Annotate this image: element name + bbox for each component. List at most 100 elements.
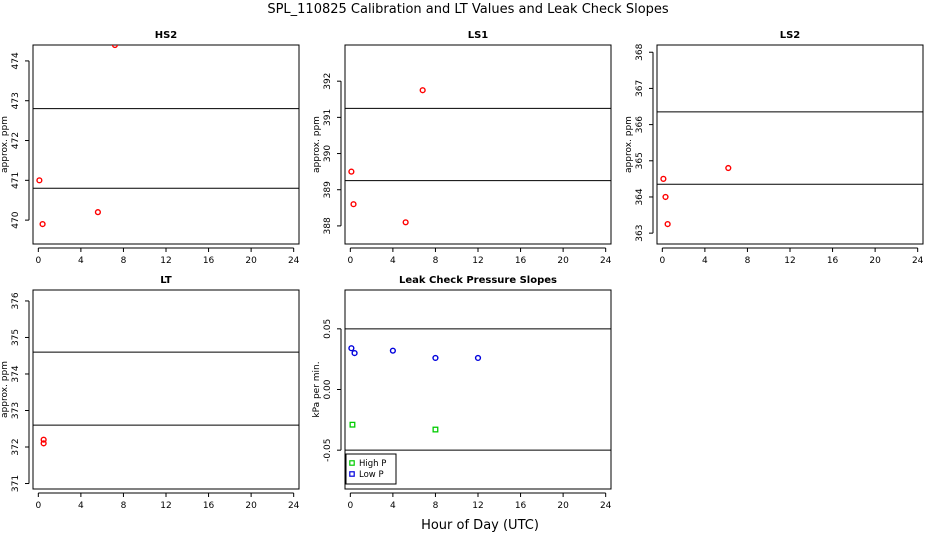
y-tick-label-ls2-4: 367 <box>635 80 645 97</box>
y-axis-title-leak: kPa per min. <box>312 361 322 417</box>
x-tick-label-ls2-0: 0 <box>659 256 665 266</box>
legend-box-leak <box>345 453 397 485</box>
y-tick-label-ls1-4: 392 <box>323 73 333 90</box>
data-point-lt-0-0 <box>40 436 47 443</box>
x-tick-label-lt-6: 24 <box>288 501 300 511</box>
x-tick-label-lt-1: 4 <box>78 501 84 511</box>
panel-leak: Leak Check Pressure Slopes 0 4 8 12 16 20 24 -0.… <box>312 275 612 511</box>
x-tick-label-leak-6: 24 <box>600 501 612 511</box>
x-tick-label-ls1-4: 16 <box>515 256 527 266</box>
x-tick-label-ls2-6: 24 <box>912 256 924 266</box>
points-ls2 <box>660 164 732 228</box>
x-tick-label-ls1-6: 24 <box>600 256 612 266</box>
data-point-leak-0-1 <box>432 426 439 433</box>
y-tick-label-lt-1: 372 <box>11 438 21 455</box>
data-point-ls1-0-0 <box>348 168 355 175</box>
y-tick-label-ls1-3: 391 <box>323 109 333 126</box>
data-point-leak-1-3 <box>432 354 439 362</box>
y-tick-label-leak-1: 0.00 <box>323 379 333 399</box>
data-point-leak-1-2 <box>389 347 396 354</box>
y-tick-label-ls2-2: 365 <box>635 152 645 169</box>
y-tick-label-hs2-3: 473 <box>11 92 21 109</box>
data-point-ls2-0-0 <box>660 175 667 182</box>
y-axis-title-lt: approx. ppm <box>0 361 10 418</box>
x-tick-label-ls1-2: 8 <box>433 256 439 266</box>
data-point-leak-1-4 <box>474 354 482 362</box>
data-point-ls2-0-1 <box>662 193 669 201</box>
data-point-ls1-0-3 <box>419 87 426 94</box>
points-leak <box>348 345 482 433</box>
y-tick-label-ls2-0: 363 <box>635 225 645 242</box>
y-tick-label-ls2-1: 364 <box>635 188 645 205</box>
y-tick-label-hs2-0: 470 <box>11 211 21 228</box>
panel-lt: LT 0 4 8 12 16 20 24 371 372 373 374 375 376 approx. p… <box>0 275 300 511</box>
y-tick-label-leak-2: 0.05 <box>323 319 333 339</box>
data-point-ls1-0-2 <box>402 219 409 226</box>
x-tick-label-hs2-1: 4 <box>78 256 84 266</box>
x-tick-label-ls2-5: 20 <box>869 256 881 266</box>
legend-label-leak-0: High P <box>359 459 386 469</box>
x-tick-label-leak-2: 8 <box>433 501 439 511</box>
panel-title-lt: LT <box>160 275 172 286</box>
y-tick-label-ls1-0: 388 <box>323 217 333 234</box>
y-tick-label-ls1-2: 390 <box>323 145 333 162</box>
panel-title-leak: Leak Check Pressure Slopes <box>399 275 557 286</box>
data-point-hs2-0-3 <box>111 45 119 49</box>
plot-frame-leak <box>344 289 612 490</box>
x-tick-label-ls1-1: 4 <box>390 256 396 266</box>
data-point-hs2-0-0 <box>36 177 43 184</box>
y-axis-title-ls2: approx. ppm <box>624 116 634 173</box>
legend-marker-leak-1 <box>349 471 355 477</box>
points-hs2 <box>36 45 119 228</box>
figure-title: SPL_110825 Calibration and LT Values and… <box>267 2 669 17</box>
y-tick-label-lt-4: 375 <box>11 329 21 346</box>
y-tick-label-lt-0: 371 <box>11 475 21 492</box>
points-lt <box>40 436 47 447</box>
data-point-lt-0-1 <box>40 440 47 447</box>
x-tick-label-lt-5: 20 <box>245 501 257 511</box>
x-tick-label-ls1-3: 12 <box>472 256 483 266</box>
plot-frame-lt <box>32 289 300 490</box>
x-tick-label-leak-0: 0 <box>347 501 353 511</box>
y-tick-label-lt-5: 376 <box>11 292 21 309</box>
y-axis-title-hs2: approx. ppm <box>0 116 10 173</box>
x-tick-label-lt-0: 0 <box>35 501 41 511</box>
data-point-hs2-0-1 <box>39 221 46 228</box>
y-tick-label-hs2-2: 472 <box>11 132 21 149</box>
y-tick-label-hs2-4: 474 <box>11 52 21 69</box>
legend-marker-leak-0 <box>349 460 355 466</box>
y-axis-title-ls1: approx. ppm <box>312 116 322 173</box>
panel-title-ls1: LS1 <box>468 30 489 41</box>
y-tick-label-ls2-3: 366 <box>635 116 645 133</box>
x-tick-label-lt-2: 8 <box>121 501 127 511</box>
y-tick-label-ls1-1: 389 <box>323 181 333 198</box>
y-tick-label-lt-2: 373 <box>11 402 21 419</box>
x-tick-label-leak-1: 4 <box>390 501 396 511</box>
data-point-ls1-0-1 <box>350 201 357 208</box>
x-tick-label-ls1-0: 0 <box>347 256 353 266</box>
x-tick-label-hs2-5: 20 <box>245 256 257 266</box>
data-point-ls2-0-3 <box>725 164 732 172</box>
points-ls1 <box>348 87 426 226</box>
y-tick-label-leak-0: -0.05 <box>323 439 333 462</box>
panel-ls2: LS2 0 4 8 12 16 20 24 363 364 365 366 367 368 approx. … <box>624 30 924 266</box>
x-tick-label-hs2-3: 12 <box>160 256 171 266</box>
x-tick-label-ls2-3: 12 <box>784 256 795 266</box>
x-tick-label-leak-5: 20 <box>557 501 569 511</box>
x-tick-label-hs2-0: 0 <box>35 256 41 266</box>
x-tick-label-hs2-4: 16 <box>203 256 215 266</box>
panel-hs2: HS2 0 4 8 12 16 20 24 470 471 472 473 474 approx. ppm <box>0 30 300 266</box>
y-tick-label-ls2-5: 368 <box>635 43 645 60</box>
data-point-hs2-0-2 <box>94 209 102 216</box>
panel-ls1: LS1 0 4 8 12 16 20 24 388 389 390 391 392 approx. ppm <box>312 30 612 266</box>
data-point-ls2-0-2 <box>664 221 671 228</box>
y-tick-label-hs2-1: 471 <box>11 172 21 189</box>
x-tick-label-ls2-1: 4 <box>702 256 708 266</box>
x-tick-label-leak-4: 16 <box>515 501 527 511</box>
y-tick-label-lt-3: 374 <box>11 365 21 382</box>
data-point-leak-1-1 <box>351 349 358 357</box>
x-tick-label-lt-3: 12 <box>160 501 171 511</box>
